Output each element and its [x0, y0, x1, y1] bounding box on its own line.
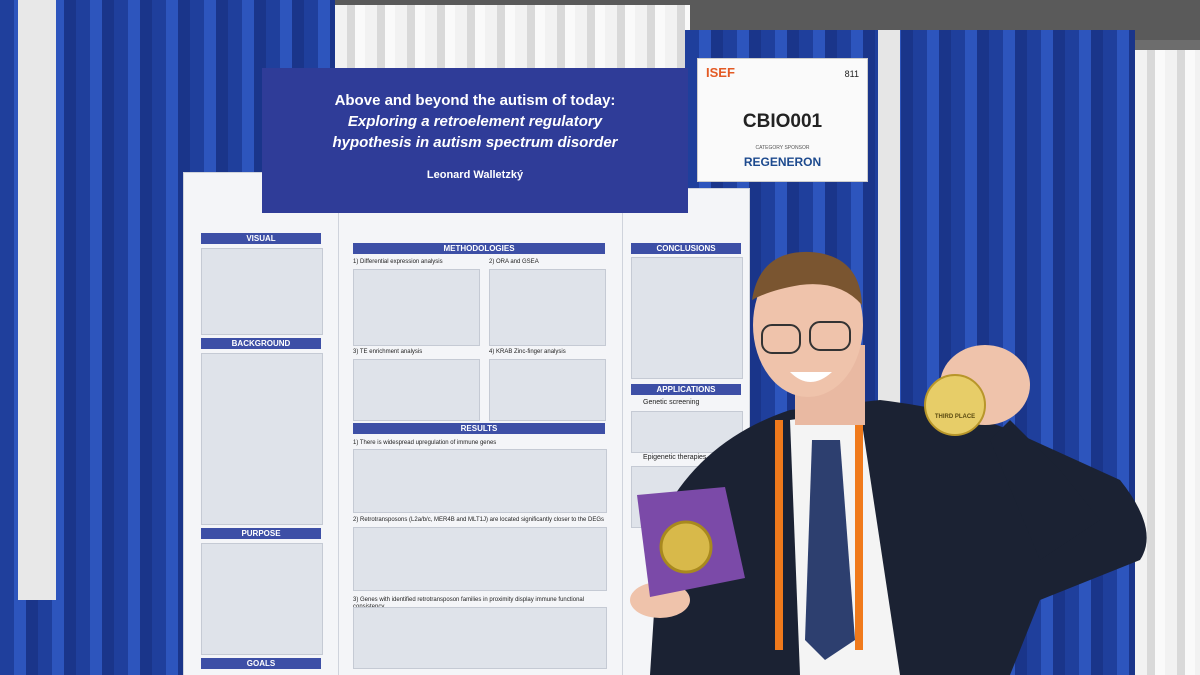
medal-text: THIRD PLACE [935, 414, 975, 420]
pole [878, 30, 900, 430]
medal [924, 374, 986, 436]
medal [659, 520, 713, 574]
figure [489, 359, 606, 421]
subheading: 3) TE enrichment analysis [353, 349, 423, 355]
section-header: METHODOLOGIES [353, 243, 605, 254]
section-header: VISUAL [201, 233, 321, 244]
author: Leonard Walletzký [426, 169, 524, 181]
title: Above and beyond the autism of today: Ex… [262, 90, 688, 153]
figure [353, 607, 607, 669]
hair [752, 251, 862, 305]
section-header: CONCLUSIONS [631, 243, 741, 254]
figure [631, 257, 743, 379]
figure [489, 269, 606, 346]
glasses [761, 324, 801, 354]
subheading: 1) Differential expression analysis [353, 259, 443, 265]
booth-number: 811 [844, 69, 859, 79]
lanyard [775, 420, 783, 650]
figure [201, 248, 323, 335]
figure [201, 543, 323, 655]
section-header: RESULTS [353, 423, 605, 434]
sleeve [990, 420, 1100, 560]
curtain [1135, 50, 1200, 675]
title-line: Above and beyond the autism of today: [334, 92, 616, 109]
section-header: BACKGROUND [201, 338, 321, 349]
section-header: PURPOSE [201, 528, 321, 539]
smile [790, 372, 832, 382]
glasses [809, 321, 851, 351]
poster-left: VISUAL BACKGROUND PURPOSE GOALS [183, 172, 340, 675]
title-line: Exploring a retroelement regulatory [347, 113, 603, 130]
figure [353, 527, 607, 591]
subheading: Epigenetic therapies [643, 454, 707, 461]
subheading: 2) ORA and GSEA [489, 259, 539, 265]
subheading: 1) There is widespread upregulation of i… [353, 440, 497, 446]
poster-center: METHODOLOGIES 1) Differential expression… [338, 210, 624, 675]
section-header: GOALS [201, 658, 321, 669]
subheading: 2) Retrotransposons (L2a/b/c, MER4B and … [353, 517, 605, 523]
sponsor-label: CATEGORY SPONSOR [755, 145, 810, 151]
lanyard [855, 420, 863, 650]
figure [201, 353, 323, 525]
curtain [335, 5, 690, 75]
subheading: Genetic screening [643, 399, 700, 406]
pole [18, 0, 56, 600]
booth-sign: ISEF 811 CBIO001 CATEGORY SPONSOR REGENE… [697, 58, 868, 182]
figure [353, 269, 480, 346]
title-line: hypothesis in autism spectrum disorder [332, 134, 618, 151]
figure [353, 449, 607, 513]
tie [805, 440, 855, 660]
logo: ISEF [706, 65, 735, 80]
subheading: 4) KRAB Zinc-finger analysis [489, 349, 566, 355]
title-banner: Above and beyond the autism of today: Ex… [262, 68, 688, 213]
section-header: APPLICATIONS [631, 384, 741, 395]
figure [353, 359, 480, 421]
project-code: CBIO001 [742, 111, 823, 132]
sponsor: REGENERON [743, 155, 822, 169]
